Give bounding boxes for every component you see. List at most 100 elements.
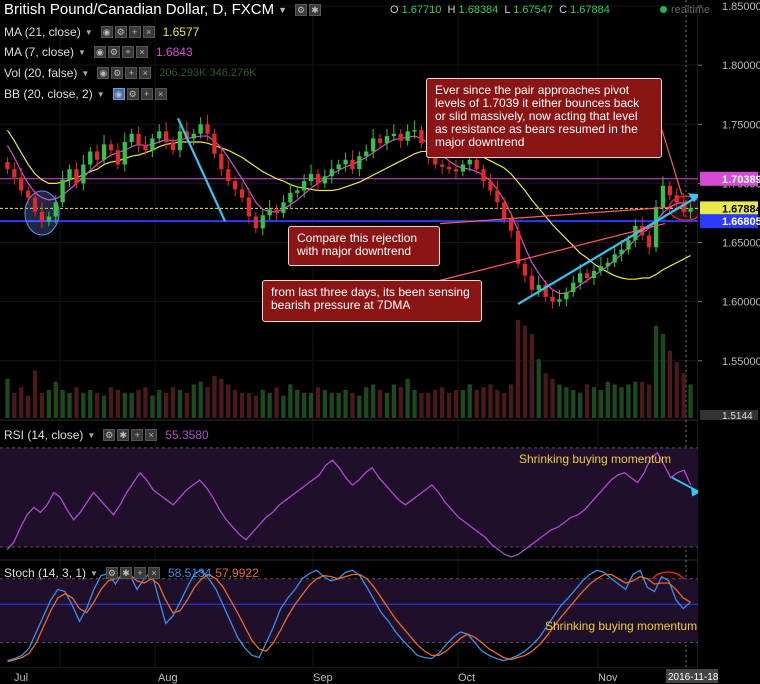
volume-bar [295, 390, 300, 418]
indicator-legend-bb[interactable]: BB (20, close, 2) ▼ ◉ ⚙ + × [4, 87, 171, 101]
volume-bar [564, 387, 569, 418]
moving-averages [6, 129, 691, 294]
gear-icon: ⚙ [105, 567, 118, 579]
volume-bar [660, 334, 666, 418]
indicator-legend-vol[interactable]: Vol (20, false) ▼ ◉ ⚙ + × 206.293K 346.276K [4, 66, 257, 80]
volume-bar [157, 390, 162, 418]
candle-body [267, 209, 272, 216]
volume-bar [267, 392, 272, 418]
volume-bar [536, 359, 541, 418]
volume-bar [143, 387, 148, 418]
candle-body [60, 179, 65, 203]
add-icon: + [125, 67, 138, 79]
candle-body [184, 131, 189, 139]
y-tick-label: 1.65000 [722, 238, 760, 250]
candle-body [619, 249, 624, 255]
volume-bar [433, 390, 438, 418]
volume-bar [681, 373, 686, 418]
candle-body [150, 138, 155, 151]
candle-body [543, 285, 548, 297]
volume-bar [529, 334, 534, 418]
stoch-legend[interactable]: Stoch (14, 3, 1) ▼ ⚙ ✱ + × 58.5134 57.9922 [4, 566, 259, 580]
live-dot-icon [660, 6, 667, 13]
settings-icon: ✱ [117, 429, 130, 441]
realtime-status: realtime [660, 4, 710, 16]
ohlc-readout: O 1.67710 H 1.68384 L 1.67547 C 1.67884 [390, 4, 610, 16]
volume-bar [74, 387, 79, 418]
indicator-legend-ma21[interactable]: MA (21, close) ▼ ◉ ⚙ + × 1.6577 [4, 25, 200, 39]
candle-body [129, 133, 134, 142]
candle-body [398, 133, 403, 141]
candle-body [81, 164, 86, 184]
volume-bar [626, 384, 631, 418]
add-icon: + [121, 46, 134, 58]
candle-body [502, 202, 507, 219]
volume-bar [274, 387, 279, 418]
candle-body [32, 197, 38, 212]
volume-bar [239, 392, 245, 418]
volume-bar [419, 392, 424, 418]
candle-body [612, 254, 617, 263]
volume-bar [191, 384, 196, 418]
volume-bar [350, 392, 355, 418]
chevron-down-icon[interactable]: ▼ [278, 4, 288, 15]
volume-bar [129, 392, 134, 418]
candle-body [357, 156, 362, 170]
candle-body [95, 151, 100, 160]
price-tag-label: 1.67884 [722, 203, 760, 215]
volume-bar [32, 370, 38, 418]
stoch-momentum-text: Shrinking buying momentum [545, 619, 698, 633]
chevron-down-icon: ▼ [78, 47, 86, 57]
candle-body [12, 169, 17, 178]
volume-bar [653, 325, 659, 418]
chevron-down-icon: ▼ [90, 568, 98, 578]
candle-body [253, 216, 258, 229]
candle-body [343, 159, 348, 165]
symbol-title[interactable]: British Pound/Canadian Dollar, D, FXCM ▼… [4, 1, 325, 18]
x-tick-label: Jul [14, 672, 28, 684]
close-icon: × [154, 88, 167, 100]
candle-body [274, 209, 279, 213]
candle-body [164, 131, 169, 142]
rsi-momentum-text: Shrinking buying momentum [519, 452, 672, 466]
candle-body [460, 164, 465, 172]
close-icon: × [147, 567, 160, 579]
volume-bar [329, 392, 334, 418]
candle-body [522, 263, 528, 276]
volume-bar [219, 378, 224, 418]
candle-body [219, 153, 224, 170]
grid-lines [0, 0, 760, 669]
gear-icon[interactable]: ⚙ [295, 3, 308, 16]
volume-bar [177, 390, 183, 418]
candle-body [281, 202, 286, 213]
volume-bar [543, 373, 548, 418]
candle-body [226, 169, 231, 182]
candle-body [371, 138, 376, 152]
candle-body [329, 169, 334, 177]
candle-body [212, 133, 217, 154]
indicator-legend-ma7[interactable]: MA (7, close) ▼ ◉ ⚙ + × 1.6843 [4, 45, 193, 59]
candle-body [647, 235, 652, 248]
volume-bar [633, 381, 638, 418]
candle-body [688, 208, 693, 212]
volume-bar [253, 395, 258, 418]
candle-body [384, 136, 390, 144]
date-tag-label: 2016-11-18 [668, 672, 719, 683]
volume-bar [88, 390, 93, 418]
candle-body [681, 202, 686, 212]
volume-bar [212, 376, 217, 418]
volume-bar [481, 387, 486, 418]
candle-body [626, 240, 631, 250]
eye-icon: ◉ [93, 46, 106, 58]
volume-bar [405, 378, 410, 418]
settings-icon[interactable]: ✱ [309, 3, 322, 16]
candle-body [509, 218, 514, 231]
volume-bar [377, 390, 383, 418]
volume-bar [453, 390, 459, 418]
volume-bar [95, 392, 100, 418]
rsi-legend[interactable]: RSI (14, close) ▼ ⚙ ✱ + × 55.3580 [4, 428, 209, 442]
gear-icon: ⚙ [103, 429, 116, 441]
callout-pointer [661, 129, 683, 196]
volume-bar [136, 390, 141, 418]
